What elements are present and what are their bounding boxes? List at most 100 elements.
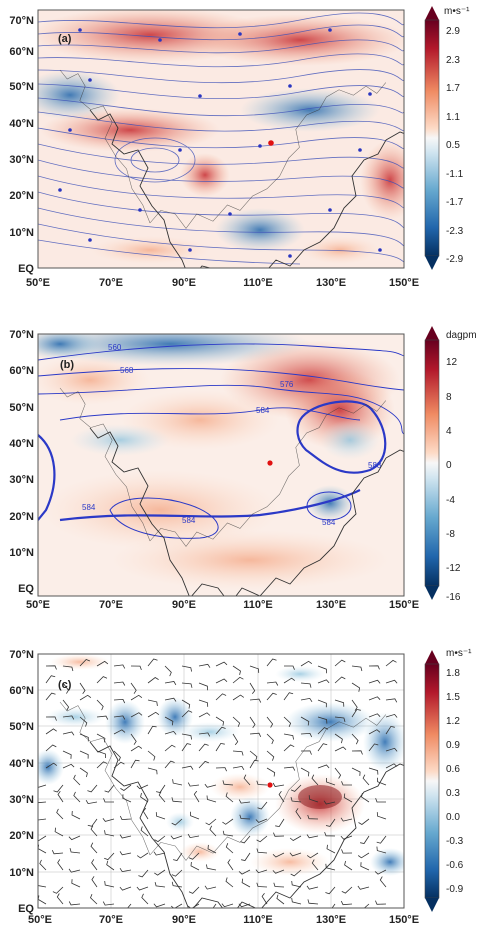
wind-barb (255, 869, 268, 874)
lon-tick: 130°E (316, 599, 346, 611)
wind-barb (300, 682, 312, 688)
wind-barb (104, 830, 115, 837)
lat-tick: 40°N (9, 118, 34, 130)
panel-label: (c) (58, 679, 72, 691)
lon-tick: 130°E (316, 914, 346, 926)
wind-barb (368, 729, 381, 735)
wind-barb (291, 897, 302, 905)
wind-barb (273, 882, 285, 888)
wind-barb (283, 716, 292, 728)
wind-barb (255, 818, 268, 823)
wind-barb (341, 849, 353, 854)
wind-barb (215, 767, 227, 772)
contour-label: 576 (280, 380, 294, 389)
wind-barb (136, 852, 149, 859)
wind-barb (164, 716, 174, 726)
lon-tick: 110°E (243, 599, 272, 611)
lat-axis: 70°N 60°N 50°N 40°N 30°N 20°N 10°N EQ (9, 15, 34, 275)
wind-barb (289, 835, 302, 841)
wind-barb (283, 677, 296, 684)
wind-barb (73, 774, 81, 786)
panel-label: (a) (58, 33, 72, 45)
colorbar-tick: -0.9 (446, 884, 464, 895)
wind-barb (130, 682, 137, 694)
wind-barb (79, 694, 92, 701)
wind-barb (104, 880, 115, 888)
wind-barb (238, 799, 251, 804)
wind-barb (156, 784, 166, 793)
panel-label: (b) (60, 359, 74, 371)
wind-barb (62, 665, 74, 672)
lon-tick: 70°E (99, 599, 123, 611)
wind-barb (104, 852, 115, 861)
wind-barb (90, 842, 98, 854)
wind-barb (181, 710, 193, 718)
wind-barb (147, 658, 158, 667)
wind-barb (238, 869, 251, 875)
lon-tick: 150°E (389, 914, 419, 926)
colorbar-tick: 1.2 (446, 716, 460, 727)
wind-barb (187, 782, 200, 787)
lat-axis: 70°N 60°N 50°N 40°N 30°N 20°N 10°N EQ (9, 649, 34, 915)
lat-tick: 70°N (9, 15, 34, 27)
wind-barb (362, 774, 370, 786)
wind-barb (130, 759, 140, 769)
wind-barb (181, 682, 193, 688)
wind-barb (273, 832, 285, 837)
wind-barb (326, 844, 336, 854)
wind-barb (147, 699, 158, 706)
wind-barb (45, 692, 56, 701)
lat-tick: 60°N (9, 46, 34, 58)
wind-barb (249, 750, 258, 761)
wind-barb (62, 731, 75, 736)
wind-barb (266, 767, 276, 777)
wind-barb (53, 784, 64, 793)
lat-tick: 10°N (9, 867, 34, 879)
wind-barb (324, 831, 336, 837)
map-panel-a: (a) 70°N 60°N 50°N 40°N 30°N 20°N 10°N E… (9, 6, 470, 289)
wind-barb (113, 750, 121, 762)
wind-barb (130, 694, 143, 701)
wind-barb (343, 793, 353, 803)
wind-barb (357, 885, 370, 890)
wind-barb (249, 682, 256, 695)
wind-barb (290, 869, 302, 877)
lon-tick: 110°E (243, 914, 272, 926)
wind-barb (249, 698, 262, 703)
wind-barb (39, 859, 47, 871)
wind-barb (376, 846, 387, 854)
wind-barb (187, 833, 200, 839)
wind-barb (358, 818, 370, 825)
wind-barb (198, 760, 210, 769)
wind-barb (344, 860, 353, 871)
wind-barb (96, 660, 109, 667)
wind-barb (215, 726, 226, 735)
colorbar-tick: 0.5 (446, 140, 460, 151)
wind-barb (308, 795, 319, 803)
wind-barb (283, 766, 296, 771)
wind-barb (57, 859, 64, 871)
colorbar-unit: dagpm (446, 330, 477, 341)
wind-barb (190, 811, 200, 820)
wind-barb (87, 818, 98, 827)
wind-barb (96, 750, 106, 759)
contour-labels: 560 568 576 584 588 584 584 584 (82, 343, 382, 527)
wind-barb (215, 742, 225, 752)
wind-barb (127, 903, 132, 908)
wind-barb (79, 716, 88, 727)
wind-barb (227, 859, 234, 871)
wind-barb (130, 733, 137, 745)
wind-barb (368, 679, 381, 684)
wind-barb (341, 781, 352, 786)
wind-barb (232, 750, 244, 756)
wind-barb (153, 903, 166, 908)
colorbar-tick: 8 (446, 392, 452, 403)
colorbar-tick: -16 (446, 592, 461, 603)
wind-barb (69, 847, 81, 854)
wind-barb (249, 759, 259, 769)
wind-barb (71, 810, 81, 820)
wind-barb (334, 676, 346, 684)
lat-tick: 40°N (9, 758, 34, 770)
wind-barb (153, 851, 166, 856)
wind-barb (334, 716, 346, 723)
